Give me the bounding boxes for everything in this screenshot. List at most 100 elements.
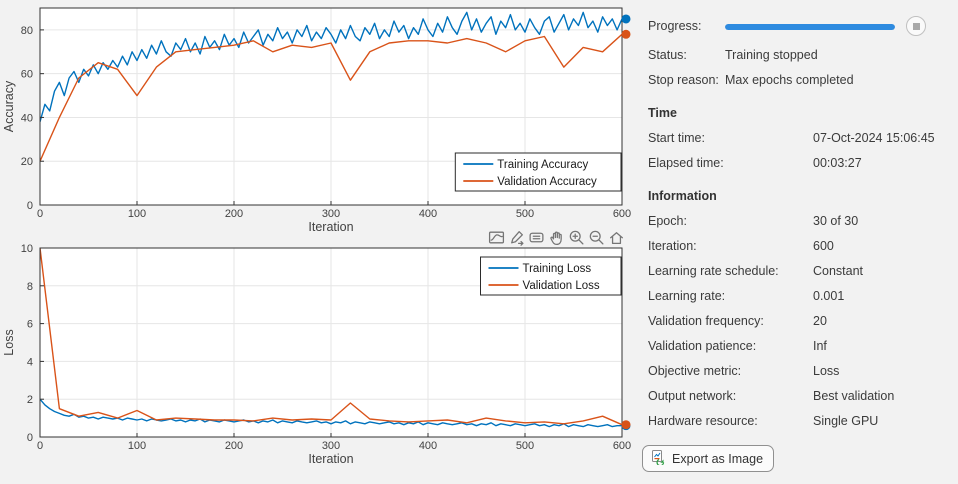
- stop-reason-row: Stop reason: Max epochs completed: [648, 72, 944, 88]
- progress-row: Progress:: [648, 16, 944, 36]
- legend-box: [454, 152, 622, 192]
- validation-loss-line: [40, 248, 622, 426]
- stop-reason-value: Max epochs completed: [725, 73, 854, 87]
- status-row: Status: Training stopped: [648, 47, 944, 63]
- legend-label: Training Loss: [523, 263, 592, 275]
- info-row: Epoch: 30 of 30: [648, 213, 944, 229]
- y-tick-label: 40: [21, 112, 33, 124]
- x-tick-label: 300: [322, 208, 340, 220]
- info-row: Objective metric: Loss: [648, 363, 944, 379]
- training-info-panel: Progress: Status: Training stopped Stop …: [642, 16, 944, 472]
- legend-box: [480, 256, 622, 296]
- legend[interactable]: Training Loss Validation Loss: [480, 256, 622, 296]
- info-label: Learning rate schedule:: [648, 264, 779, 278]
- info-label: Learning rate:: [648, 289, 726, 303]
- export-image-icon: [650, 449, 666, 468]
- info-value: 0.001: [813, 289, 845, 303]
- accuracy-chart: 0 100 200 300 400 500 600 0 20 40 60 80 Iteration Acc…: [2, 7, 631, 234]
- information-section-header: Information: [648, 189, 717, 203]
- status-value: Training stopped: [725, 48, 818, 62]
- series-group: [40, 248, 622, 428]
- zoom-in-icon[interactable]: [567, 228, 586, 247]
- x-tick-label: 600: [613, 208, 631, 220]
- time-value: 07-Oct-2024 15:06:45: [813, 131, 935, 145]
- x-axis-label: Iteration: [308, 452, 353, 466]
- legend[interactable]: Training Accuracy Validation Accuracy: [454, 152, 622, 192]
- y-tick-label: 0: [27, 200, 33, 212]
- info-row: Hardware resource: Single GPU: [648, 413, 944, 429]
- progress-label: Progress:: [648, 19, 702, 33]
- info-row: Learning rate schedule: Constant: [648, 263, 944, 279]
- restore-view-icon[interactable]: [607, 228, 626, 247]
- y-tick-label: 6: [27, 319, 33, 331]
- x-tick-label: 300: [322, 440, 340, 452]
- training-plots-area: 0 100 200 300 400 500 600 0 20 40 60 80 Iteration Acc…: [2, 7, 631, 466]
- time-value: 00:03:27: [813, 156, 862, 170]
- training-accuracy-line: [40, 11, 622, 122]
- y-tick-label: 0: [27, 432, 33, 444]
- y-tick-label: 20: [21, 156, 33, 168]
- status-label: Status:: [648, 48, 687, 62]
- info-label: Validation frequency:: [648, 314, 764, 328]
- progress-bar-fill: [725, 23, 895, 30]
- legend-label: Validation Accuracy: [497, 176, 597, 188]
- x-tick-label: 100: [128, 440, 146, 452]
- validation-accuracy-line: [40, 33, 622, 162]
- time-rows: Start time: 07-Oct-2024 15:06:45 Elapsed t…: [648, 130, 944, 171]
- info-row: Validation patience: Inf: [648, 338, 944, 354]
- y-tick-label: 2: [27, 394, 33, 406]
- info-row: Output network: Best validation: [648, 388, 944, 404]
- y-axis-label: Accuracy: [2, 80, 16, 132]
- info-label: Hardware resource:: [648, 414, 758, 428]
- series-group: [40, 11, 622, 162]
- info-label: Epoch:: [648, 214, 687, 228]
- time-label: Start time:: [648, 131, 705, 145]
- time-row: Start time: 07-Oct-2024 15:06:45: [648, 130, 944, 146]
- loss-chart: 0 100 200 300 400 500 600 0 2 4 6 8 10 Iteration Loss T…: [2, 243, 631, 466]
- info-value: 20: [813, 314, 827, 328]
- final-value-marker: [621, 14, 631, 24]
- stop-button[interactable]: [906, 16, 926, 36]
- training-loss-line: [40, 398, 622, 428]
- info-label: Output network:: [648, 389, 737, 403]
- y-tick-label: 4: [27, 356, 33, 368]
- y-tick-label: 8: [27, 281, 33, 293]
- final-value-marker: [621, 420, 631, 430]
- info-label: Iteration:: [648, 239, 697, 253]
- x-tick-label: 400: [419, 440, 437, 452]
- pan-icon[interactable]: [547, 228, 566, 247]
- export-plot-icon[interactable]: [487, 228, 506, 247]
- info-value: Loss: [813, 364, 840, 378]
- info-value: Inf: [813, 339, 827, 353]
- x-tick-label: 100: [128, 208, 146, 220]
- x-axis-label: Iteration: [308, 220, 353, 234]
- info-value: 600: [813, 239, 834, 253]
- time-row: Elapsed time: 00:03:27: [648, 155, 944, 171]
- brush-icon[interactable]: [507, 228, 526, 247]
- y-tick-label: 60: [21, 69, 33, 81]
- zoom-out-icon[interactable]: [587, 228, 606, 247]
- stop-reason-label: Stop reason:: [648, 73, 719, 87]
- info-value: 30 of 30: [813, 214, 859, 228]
- x-tick-label: 0: [37, 208, 43, 220]
- data-tips-icon[interactable]: [527, 228, 546, 247]
- export-button-label: Export as Image: [672, 451, 764, 466]
- info-label: Objective metric:: [648, 364, 742, 378]
- x-tick-label: 400: [419, 208, 437, 220]
- x-tick-label: 500: [516, 208, 534, 220]
- x-tick-label: 0: [37, 440, 43, 452]
- time-section-header: Time: [648, 106, 677, 120]
- stop-icon: [912, 22, 920, 30]
- y-tick-label: 80: [21, 25, 33, 37]
- info-label: Validation patience:: [648, 339, 757, 353]
- legend-label: Training Accuracy: [497, 159, 588, 171]
- info-value: Best validation: [813, 389, 895, 403]
- export-as-image-button[interactable]: Export as Image: [642, 445, 775, 472]
- x-tick-label: 200: [225, 208, 243, 220]
- info-row: Validation frequency: 20: [648, 313, 944, 329]
- y-tick-label: 10: [21, 243, 33, 255]
- y-axis-label: Loss: [2, 329, 16, 355]
- time-label: Elapsed time:: [648, 156, 724, 170]
- info-value: Constant: [813, 264, 864, 278]
- info-row: Learning rate: 0.001: [648, 288, 944, 304]
